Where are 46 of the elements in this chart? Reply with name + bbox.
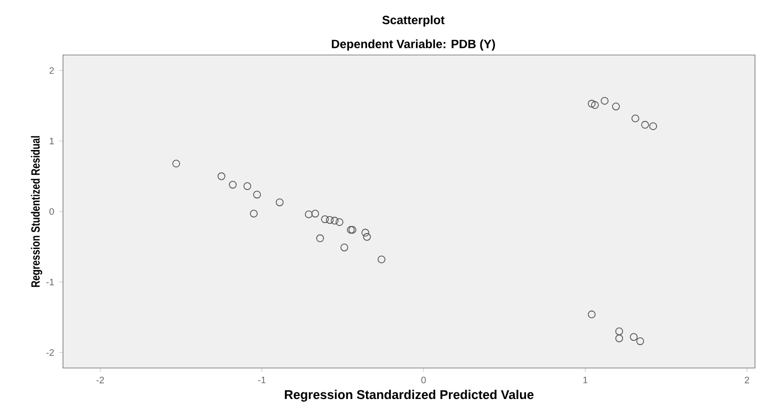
point (276, 198, 284, 206)
point (316, 234, 324, 242)
point (600, 96, 609, 105)
point (612, 102, 620, 110)
x-tick-label: -1 (258, 376, 266, 384)
x-tick-label: -2 (96, 376, 104, 384)
point (615, 327, 624, 336)
point (311, 210, 320, 218)
y-tick-label: -1 (46, 278, 54, 286)
point (591, 101, 599, 109)
chart-subtitle: Dependent Variable: PDB (Y) (332, 39, 495, 51)
point (228, 180, 237, 189)
point (218, 172, 226, 180)
y-tick-label: -2 (46, 349, 54, 356)
point (304, 210, 313, 218)
point (330, 216, 338, 225)
point (250, 210, 258, 218)
point (363, 233, 371, 241)
point (253, 190, 261, 198)
point (588, 310, 596, 318)
point (641, 120, 649, 129)
point (649, 122, 658, 130)
x-tick-label: 0 (421, 376, 426, 384)
point (630, 333, 638, 341)
x-tick-label: 1 (583, 376, 588, 384)
point (631, 114, 640, 122)
point (172, 160, 180, 168)
y-tick-label: 2 (50, 67, 54, 74)
point (588, 100, 596, 108)
point (615, 334, 624, 342)
x-axis-title: Regression Standardized Predicted Value (284, 390, 534, 402)
y-tick-label: 0 (49, 208, 54, 215)
point (636, 337, 644, 346)
chart-title: Scatterplot (382, 15, 445, 27)
point (340, 244, 348, 252)
point (378, 256, 386, 264)
point (348, 226, 356, 234)
y-axis-title: Regression Studentized Residual (30, 136, 42, 287)
x-tick-label: 2 (744, 376, 750, 384)
point (321, 215, 329, 224)
point (361, 228, 370, 237)
point (326, 216, 334, 224)
point (243, 182, 252, 190)
point (346, 226, 355, 234)
point (336, 218, 344, 226)
y-tick-label: 1 (50, 138, 54, 144)
